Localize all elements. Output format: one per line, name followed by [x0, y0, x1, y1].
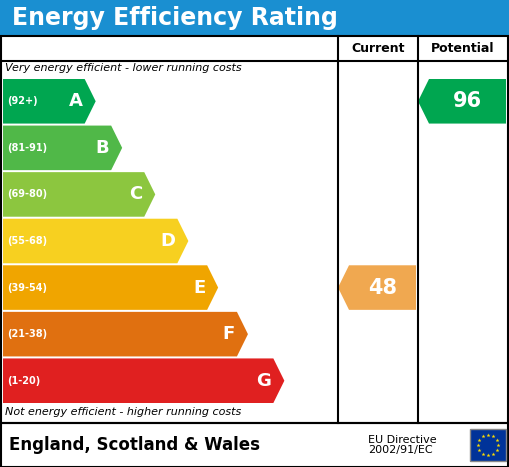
Polygon shape	[3, 265, 218, 310]
Bar	[1, 423, 508, 467]
Bar	[0, 0, 509, 36]
Polygon shape	[3, 126, 122, 170]
Text: Not energy efficient - higher running costs: Not energy efficient - higher running co…	[5, 407, 241, 417]
Text: EU Directive: EU Directive	[368, 435, 437, 445]
Text: 48: 48	[368, 277, 397, 297]
Text: (55-68): (55-68)	[7, 236, 47, 246]
Text: (21-38): (21-38)	[7, 329, 47, 339]
Text: G: G	[257, 372, 271, 390]
Polygon shape	[3, 219, 188, 263]
Text: Very energy efficient - lower running costs: Very energy efficient - lower running co…	[5, 63, 242, 73]
Polygon shape	[338, 265, 416, 310]
Text: (81-91): (81-91)	[7, 143, 47, 153]
Polygon shape	[3, 312, 248, 356]
Text: E: E	[193, 279, 205, 297]
Text: Potential: Potential	[431, 42, 495, 55]
Text: C: C	[129, 185, 142, 204]
Text: A: A	[69, 92, 82, 110]
Bar	[470, 429, 506, 461]
Text: (1-20): (1-20)	[7, 376, 40, 386]
Text: (69-80): (69-80)	[7, 190, 47, 199]
Text: D: D	[160, 232, 176, 250]
Polygon shape	[3, 79, 96, 124]
Text: 96: 96	[453, 91, 482, 111]
Text: 2002/91/EC: 2002/91/EC	[368, 445, 433, 455]
Text: F: F	[223, 325, 235, 343]
Polygon shape	[418, 79, 506, 124]
Text: (39-54): (39-54)	[7, 283, 47, 292]
Text: (92+): (92+)	[7, 96, 38, 106]
Text: England, Scotland & Wales: England, Scotland & Wales	[9, 436, 260, 454]
Text: B: B	[96, 139, 109, 157]
Bar	[1, 36, 508, 423]
Polygon shape	[3, 359, 285, 403]
Text: Current: Current	[351, 42, 405, 55]
Text: Energy Efficiency Rating: Energy Efficiency Rating	[12, 6, 338, 30]
Polygon shape	[3, 172, 155, 217]
